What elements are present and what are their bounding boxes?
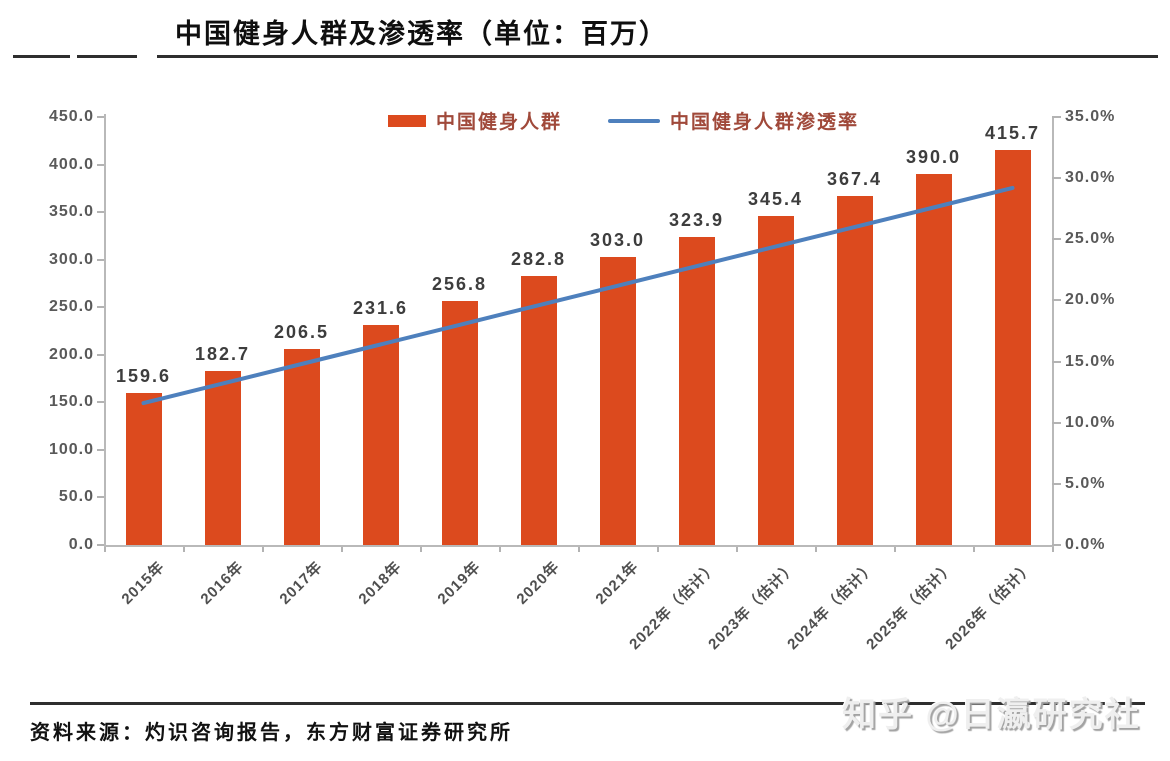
y-axis-tick-label: 450.0	[48, 108, 94, 125]
bar	[362, 324, 399, 545]
y-axis-tick	[97, 258, 104, 261]
legend-label-line-series: 中国健身人群渗透率	[670, 112, 860, 133]
chart-title: 中国健身人群及渗透率（单位：百万）	[175, 19, 668, 49]
secondary-y-axis-tick-label: 10.0%	[1065, 413, 1116, 431]
secondary-y-axis-tick	[1052, 544, 1061, 546]
y-axis-tick-label: 350.0	[48, 203, 94, 221]
y-axis-tick	[97, 211, 104, 214]
bar-value-label: 231.6	[352, 297, 409, 318]
bar	[125, 393, 162, 545]
x-axis-line	[104, 545, 1054, 547]
legend: 中国健身人群 中国健身人群渗透率	[388, 107, 859, 134]
bar	[441, 300, 478, 545]
y-axis-tick	[97, 448, 104, 451]
secondary-y-axis-tick-label: 20.0%	[1065, 291, 1116, 309]
secondary-y-axis-tick	[1052, 360, 1061, 363]
y-axis-tick-label: 0.0	[68, 536, 94, 553]
bar-value-label: 159.6	[115, 366, 172, 387]
y-axis-tick-label: 150.0	[48, 393, 94, 411]
bar	[836, 195, 873, 545]
bar	[678, 236, 715, 545]
x-axis-tick	[420, 547, 422, 552]
bar	[204, 371, 241, 545]
secondary-y-axis-tick-label: 25.0%	[1065, 230, 1116, 248]
y-axis-tick	[97, 353, 104, 356]
secondary-y-axis-tick-label: 35.0%	[1065, 108, 1116, 125]
footer-rule	[30, 702, 1145, 705]
legend-label-bar-series: 中国健身人群	[436, 112, 563, 133]
header-dash-right	[77, 55, 137, 58]
y-axis-tick-label: 400.0	[48, 155, 94, 173]
bar-value-label: 345.4	[747, 189, 804, 210]
secondary-y-axis-tick	[1052, 482, 1061, 485]
y-axis-tick-label: 50.0	[58, 488, 94, 506]
x-axis-tick-label: 2015年	[117, 558, 168, 608]
bar	[520, 276, 557, 545]
bar-value-label: 303.0	[589, 229, 646, 250]
source-note: 资料来源：灼识咨询报告，东方财富证券研究所	[30, 722, 513, 744]
bar	[915, 174, 952, 545]
y-axis-line	[104, 114, 106, 546]
secondary-y-axis-line	[1052, 117, 1054, 546]
y-axis-tick-label: 250.0	[48, 298, 94, 316]
bar-value-label: 323.9	[668, 209, 725, 230]
y-axis-tick-label: 100.0	[48, 440, 94, 458]
secondary-y-axis-tick-label: 30.0%	[1065, 169, 1116, 187]
x-axis-tick	[104, 547, 106, 552]
bar	[994, 149, 1031, 545]
secondary-y-axis-tick-label: 15.0%	[1065, 352, 1116, 370]
bar-value-label: 367.4	[826, 168, 883, 189]
secondary-y-axis-tick-label: 5.0%	[1065, 474, 1106, 492]
bar-value-label: 415.7	[984, 122, 1041, 143]
bar	[283, 348, 320, 545]
secondary-y-axis-tick	[1052, 116, 1061, 118]
secondary-y-axis-tick	[1052, 177, 1061, 180]
x-axis-tick	[1052, 547, 1054, 552]
header-dash-left	[13, 55, 70, 58]
x-axis-tick	[736, 547, 738, 552]
bar-value-label: 206.5	[273, 321, 330, 342]
bar-value-label: 282.8	[510, 249, 567, 270]
title-underline	[157, 55, 1158, 58]
y-axis-tick	[97, 163, 104, 166]
x-axis-tick	[657, 547, 659, 552]
x-axis-tick	[499, 547, 501, 552]
x-axis-tick	[578, 547, 580, 552]
y-axis-tick	[97, 306, 104, 309]
bar	[599, 256, 636, 545]
bar-value-label: 256.8	[431, 273, 488, 294]
x-axis-tick	[183, 547, 185, 552]
y-axis-tick	[97, 116, 104, 118]
bar-value-label: 182.7	[194, 344, 251, 365]
x-axis-tick	[894, 547, 896, 552]
secondary-y-axis-tick-label: 0.0%	[1065, 536, 1106, 553]
bar-series-swatch-icon	[388, 114, 426, 127]
y-axis-tick	[97, 544, 104, 546]
y-axis-tick	[97, 496, 104, 499]
line-series-swatch-icon	[608, 118, 661, 123]
watermark: 知乎 @日瀛研究社	[842, 696, 1141, 734]
bar-value-label: 390.0	[905, 147, 962, 168]
x-axis-tick	[262, 547, 264, 552]
bar	[757, 216, 794, 545]
secondary-y-axis-tick	[1052, 421, 1061, 424]
y-axis-tick	[97, 401, 104, 404]
secondary-y-axis-tick	[1052, 299, 1061, 302]
y-axis-tick-label: 200.0	[48, 345, 94, 363]
x-axis-tick	[973, 547, 975, 552]
secondary-y-axis-tick	[1052, 238, 1061, 241]
x-axis-tick	[341, 547, 343, 552]
x-axis-tick	[815, 547, 817, 552]
y-axis-tick-label: 300.0	[48, 250, 94, 268]
